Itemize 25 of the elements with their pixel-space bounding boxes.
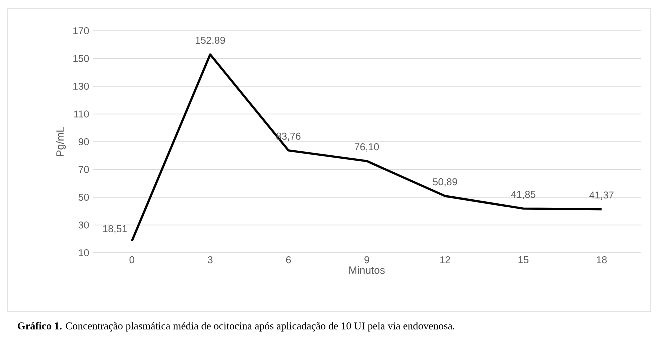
x-tick-label: 15 [518,256,529,264]
x-tick-label: 12 [440,256,450,264]
y-tick-label: 130 [74,82,90,90]
x-tick-label: 3 [208,256,213,264]
data-label: 152,89 [196,36,226,46]
y-tick-label: 150 [74,55,90,62]
data-label: 18,51 [103,225,128,234]
text: Gráfico 1. Concentração plasmática média de ocitocina após aplicadação de 10 UI pela via endovenosa. [18,322,455,332]
y-axis-title: Pg/mL [56,127,66,156]
y-tick-label: 30 [78,222,90,229]
y-tick-label: 170 [74,27,90,35]
data-label: 41,37 [590,192,614,200]
y-tick-label: 10 [79,249,90,257]
x-tick-label: 18 [597,256,607,264]
x-axis-title: Minutos [350,266,385,274]
x-tick-label: 9 [364,256,370,264]
y-tick-label: 50 [78,194,90,202]
x-tick-label: 0 [130,256,135,264]
y-tick-label: 70 [78,166,90,174]
data-label: 41,85 [511,191,536,200]
data-label: 50,89 [433,178,458,187]
y-tick-label: 110 [74,110,90,118]
y-tick-label: 90 [78,138,90,146]
data-label: 76,10 [355,144,380,152]
x-tick-label: 6 [286,256,292,264]
